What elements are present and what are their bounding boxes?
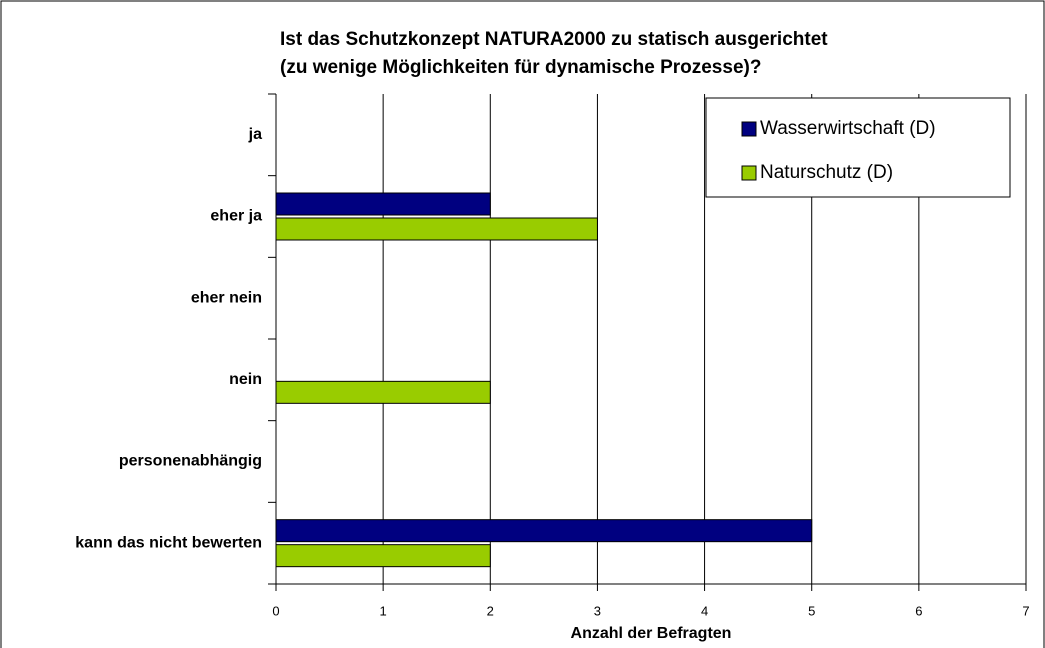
- bar: [275, 380, 491, 404]
- legend-label: Wasserwirtschaft (D): [760, 118, 936, 139]
- chart-title: (zu wenige Möglichkeiten für dynamische …: [280, 57, 761, 78]
- x-tick-label: 1: [380, 603, 387, 618]
- x-tick-label: 4: [701, 603, 708, 618]
- bar: [275, 192, 491, 216]
- x-tick-label: 5: [808, 603, 815, 618]
- bar: [275, 217, 598, 241]
- y-tick-label: kann das nicht bewerten: [75, 534, 262, 551]
- x-axis-label: Anzahl der Befragten: [571, 625, 732, 642]
- legend-box: [705, 97, 1011, 198]
- chart-title: Ist das Schutzkonzept NATURA2000 zu stat…: [280, 29, 828, 50]
- x-tick-label: 0: [272, 603, 279, 618]
- y-tick-label: eher nein: [191, 289, 262, 306]
- legend-swatch: [741, 121, 757, 137]
- x-tick-label: 7: [1022, 603, 1029, 618]
- y-tick-label: eher ja: [210, 208, 262, 225]
- bar: [275, 544, 491, 568]
- x-tick-label: 6: [915, 603, 922, 618]
- y-tick-label: nein: [229, 371, 262, 388]
- x-tick-label: 3: [594, 603, 601, 618]
- x-tick-label: 2: [487, 603, 494, 618]
- y-tick-label: personenabhängig: [119, 453, 262, 470]
- legend-label: Naturschutz (D): [760, 162, 893, 183]
- legend-swatch: [741, 165, 757, 181]
- bar: [275, 519, 813, 543]
- y-tick-label: ja: [248, 126, 262, 143]
